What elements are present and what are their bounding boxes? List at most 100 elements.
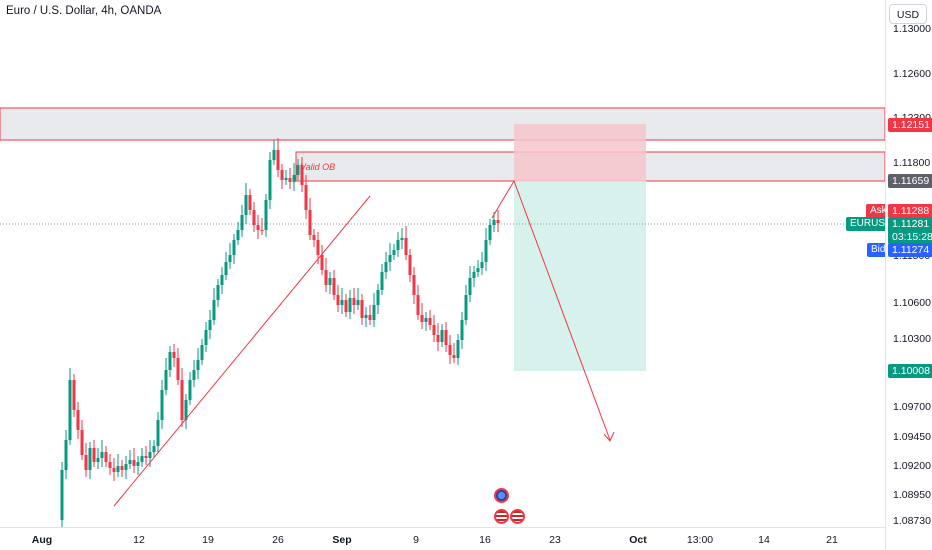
time-axis[interactable]: Aug 12 19 26 Sep 9 16 23 Oct 13:00 14 21 — [0, 527, 885, 550]
countdown-tag: 03:15:28 — [888, 230, 932, 244]
order-block-label: Valid OB — [300, 162, 336, 172]
candle-body — [312, 235, 316, 240]
candle-body — [212, 300, 216, 320]
stop-loss-zone[interactable] — [514, 124, 646, 181]
candle-body — [352, 298, 356, 305]
candle-body — [192, 370, 196, 380]
candle-body — [224, 262, 228, 275]
ask-label: Ask — [866, 204, 885, 218]
price-axis[interactable]: USD 1.13000 1.12600 1.12300 1.11800 1.11… — [885, 0, 932, 550]
candle-body — [196, 360, 200, 370]
candle-body — [488, 225, 492, 240]
candle-body — [72, 380, 76, 410]
candle-body — [152, 446, 156, 452]
time-tick: 19 — [202, 534, 214, 546]
candle-body — [68, 380, 72, 440]
candle-body — [100, 452, 104, 458]
take-profit-zone[interactable] — [514, 181, 646, 371]
symbol-label: EURUSD — [846, 217, 885, 231]
time-tick: 23 — [549, 534, 561, 546]
candle-body — [104, 452, 108, 462]
candle-body — [76, 410, 80, 430]
chart-canvas[interactable] — [0, 0, 885, 527]
candle-body — [232, 240, 236, 255]
price-tick: 1.10300 — [893, 333, 931, 345]
candle-body — [300, 165, 304, 185]
us-flag-icon[interactable] — [494, 509, 509, 524]
candle-body — [216, 285, 220, 300]
candle-body — [452, 355, 456, 358]
target-price-tag: 1.10008 — [888, 364, 932, 378]
candle-body — [392, 250, 396, 255]
candle-body — [288, 178, 292, 182]
bid-label: Bid — [867, 243, 885, 257]
us-flag-icon[interactable] — [510, 509, 525, 524]
candle-body — [244, 195, 248, 215]
candle-body — [60, 470, 64, 520]
resistance-zone[interactable] — [0, 107, 885, 141]
candle-body — [480, 262, 484, 268]
candle-body — [464, 295, 468, 320]
candle-body — [440, 330, 444, 342]
candle-body — [220, 275, 224, 285]
bid-price-tag: 1.11274 — [888, 243, 932, 257]
candle-body — [296, 165, 300, 175]
time-tick: 21 — [826, 534, 838, 546]
candle-body — [292, 175, 296, 182]
globe-icon[interactable] — [494, 488, 509, 503]
candle-body — [388, 255, 392, 262]
candle-body — [484, 240, 488, 262]
candle-body — [360, 300, 364, 318]
candle-body — [248, 195, 252, 210]
candle-body — [280, 170, 284, 180]
candle-body — [340, 300, 344, 305]
time-tick: Sep — [332, 534, 352, 546]
candle-body — [460, 320, 464, 340]
candle-body — [436, 335, 440, 342]
candle-body — [180, 380, 184, 420]
projection-path[interactable] — [491, 179, 611, 441]
candle-body — [476, 268, 480, 272]
candle-body — [80, 430, 84, 455]
currency-button[interactable]: USD — [889, 4, 927, 24]
candle-body — [204, 330, 208, 345]
candle-body — [344, 300, 348, 312]
chart-pane[interactable]: Euro / U.S. Dollar, 4h, OANDA Valid OB A… — [0, 0, 885, 527]
time-tick: 26 — [272, 534, 284, 546]
candle-body — [432, 325, 436, 335]
price-tick: 1.08730 — [893, 515, 931, 527]
candle-body — [164, 370, 168, 390]
candle-body — [160, 390, 164, 420]
candle-body — [368, 315, 372, 320]
time-tick: Aug — [31, 534, 53, 546]
candle-body — [272, 150, 276, 160]
resistance-price-tag: 1.12151 — [888, 118, 932, 132]
candle-body — [424, 318, 428, 322]
ask-price-tag: 1.11288 — [888, 204, 932, 218]
candle-body — [336, 295, 340, 305]
candle-body — [284, 178, 288, 180]
candle-body — [468, 278, 472, 295]
candle-body — [364, 315, 368, 318]
candle-body — [168, 352, 172, 370]
candle-body — [448, 345, 452, 355]
candle-body — [420, 315, 424, 322]
candle-body — [308, 210, 312, 235]
candle-body — [492, 220, 496, 225]
candle-body — [136, 462, 140, 466]
candle-body — [408, 255, 412, 275]
price-tick: 1.09450 — [893, 431, 931, 443]
candle-body — [380, 272, 384, 290]
candle-body — [260, 230, 264, 231]
candle-body — [444, 330, 448, 345]
candle-body — [172, 352, 176, 358]
candle-body — [112, 468, 116, 472]
candle-body — [128, 460, 132, 464]
time-tick: 12 — [133, 534, 145, 546]
time-tick: 13:00 — [686, 534, 714, 546]
time-tick: 14 — [758, 534, 770, 546]
price-tick: 1.11800 — [893, 157, 931, 169]
candle-body — [416, 295, 420, 315]
symbol-title[interactable]: Euro / U.S. Dollar, 4h, OANDA — [6, 5, 162, 17]
trend-line[interactable] — [113, 195, 371, 507]
